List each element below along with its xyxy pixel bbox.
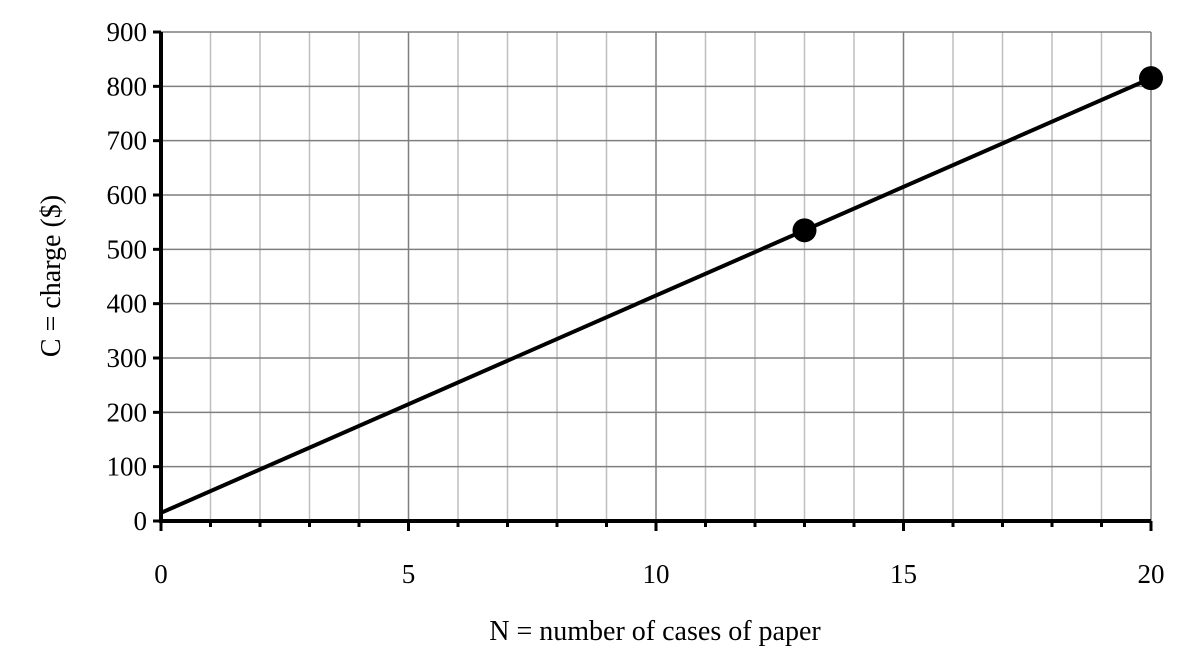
y-tick-label: 900 [107,17,148,47]
x-tick-label: 20 [1138,559,1165,589]
y-tick-label: 0 [134,506,148,536]
x-axis-title: N = number of cases of paper [489,616,821,647]
x-tick-label: 10 [643,559,670,589]
axes [153,30,1153,531]
y-tick-label: 800 [107,71,148,101]
x-tick-label: 0 [154,559,168,589]
data-point [1139,66,1163,91]
y-tick-label: 700 [107,126,148,156]
grid [161,31,1152,521]
tick-labels: 0 100 200 300 400 500 600 700 800 900 0 5 10 15 20 [107,17,1165,589]
y-tick-label: 100 [107,452,148,482]
series-line [159,76,1153,515]
y-tick-label: 300 [107,343,148,373]
y-axis-title: C = charge ($) [36,195,67,357]
y-tick-label: 200 [107,397,148,427]
data-point [792,218,817,243]
y-tick-label: 600 [107,180,148,210]
y-tick-label: 500 [107,234,148,264]
y-tick-label: 400 [107,289,148,319]
x-tick-label: 5 [402,559,416,589]
x-tick-label: 15 [890,559,917,589]
series [159,66,1163,515]
